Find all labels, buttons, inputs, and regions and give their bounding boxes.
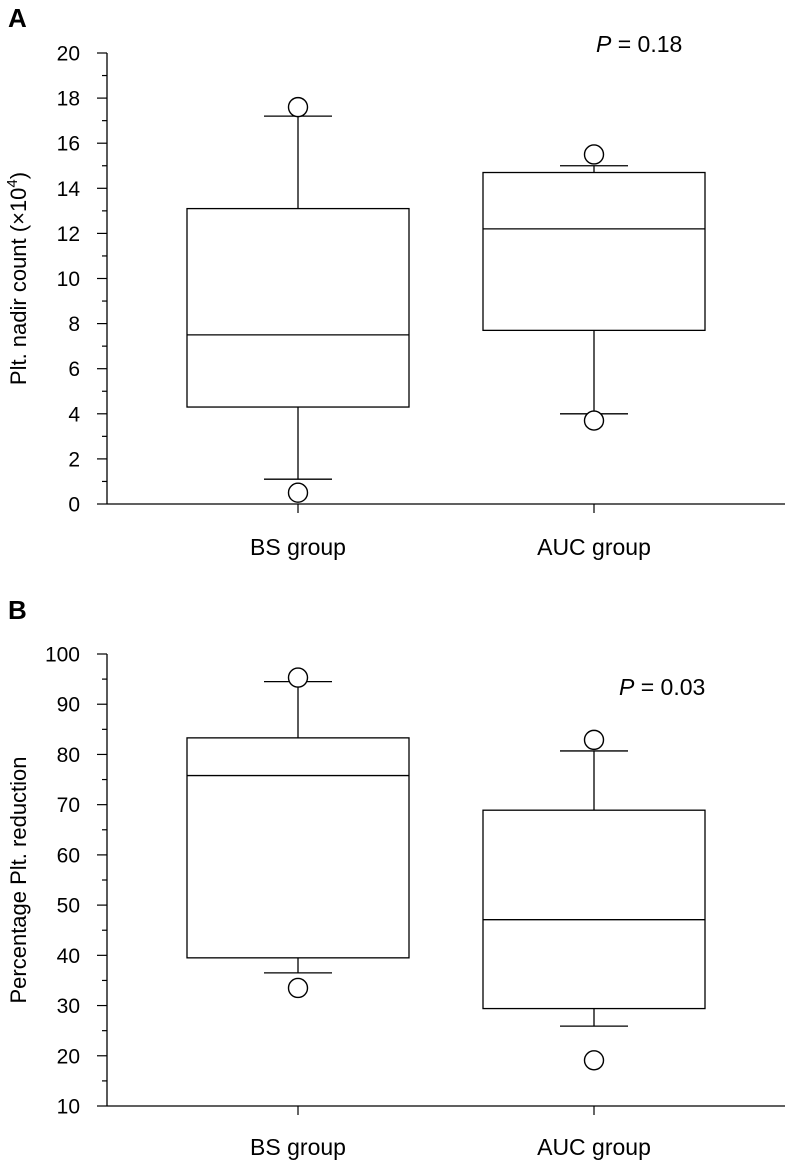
iqr-box xyxy=(482,171,706,332)
panel-b-y-tick-label: 80 xyxy=(57,744,80,767)
iqr-box xyxy=(482,809,706,1010)
outlier-point xyxy=(287,977,309,999)
panel-a-y-title-sup: 4 xyxy=(4,179,21,187)
panel-a-y-title-main: Plt. nadir count (×10 xyxy=(6,188,31,386)
panel-a-p-value: P = 0.18 xyxy=(596,31,682,57)
panel-a-y-tick-label: 0 xyxy=(68,494,80,517)
panel-b-y-tick-label: 30 xyxy=(57,995,80,1018)
outlier-point xyxy=(287,667,309,688)
panel-a-y-tick-label: 2 xyxy=(68,448,80,471)
panel-a-y-tick-label: 20 xyxy=(57,43,80,66)
panel-b-y-tick-label: 100 xyxy=(45,644,80,667)
panel-b-y-tick-label: 70 xyxy=(57,794,80,817)
panel-a-y-tick-label: 10 xyxy=(57,268,80,291)
panel-b-y-axis-title: Percentage Plt. reduction xyxy=(6,756,31,1003)
panel-a-box-auc-group xyxy=(482,144,706,431)
panel-a-letter: A xyxy=(8,3,27,33)
panel-b-category-label: AUC group xyxy=(537,1134,651,1160)
outlier-point xyxy=(287,482,309,503)
panel-a-p-number: = 0.18 xyxy=(611,31,682,57)
iqr-box xyxy=(186,737,410,959)
panel-b-p-number: = 0.03 xyxy=(634,674,705,700)
panel-b-y-tick-label: 40 xyxy=(57,945,80,968)
panel-b-y-tick-label: 60 xyxy=(57,844,80,867)
panel-b-box-auc-group xyxy=(482,729,706,1071)
panel-a-category-label: BS group xyxy=(250,534,346,560)
panel-a-category-label: AUC group xyxy=(537,534,651,560)
outlier-point xyxy=(583,729,605,751)
panel-a-y-tick-label: 8 xyxy=(68,313,80,336)
panel-a-y-tick-label: 18 xyxy=(57,88,80,111)
panel-a-box-bs-group xyxy=(186,96,410,503)
panel-a-y-tick-label: 16 xyxy=(57,133,80,156)
outlier-point xyxy=(583,144,605,165)
panel-a-y-tick-label: 6 xyxy=(68,358,80,381)
outlier-point xyxy=(583,410,605,431)
panel-b-y-title-main: Percentage Plt. reduction xyxy=(6,756,31,1003)
outlier-point xyxy=(287,96,309,118)
panel-b-y-tick-label: 90 xyxy=(57,694,80,717)
panel-b-y-tick-label: 20 xyxy=(57,1045,80,1068)
panel-a-p-symbol: P xyxy=(596,31,612,57)
iqr-box xyxy=(186,207,410,408)
panel-a-y-tick-label: 14 xyxy=(57,178,81,201)
panel-b-p-value: P = 0.03 xyxy=(619,674,705,700)
outlier-point xyxy=(583,1050,605,1071)
panel-b-y-tick-label: 10 xyxy=(57,1096,80,1119)
panel-b-box-bs-group xyxy=(186,667,410,999)
panel-a-y-tick-label: 12 xyxy=(57,223,80,246)
panel-a: A 0 2 4 6 8 10 12 14 16 18 20 BS group AUC group Plt. … xyxy=(4,3,785,560)
panel-b: B 10 20 30 40 50 60 70 80 90 100 BS group AUC group P… xyxy=(6,595,785,1160)
panel-b-category-label: BS group xyxy=(250,1134,346,1160)
panel-b-letter: B xyxy=(8,595,27,625)
panel-a-y-axis-title: Plt. nadir count (×104) xyxy=(4,172,31,385)
panel-b-p-symbol: P xyxy=(619,674,635,700)
panel-b-y-tick-label: 50 xyxy=(57,895,80,918)
panel-a-y-title-close: ) xyxy=(6,172,31,179)
panel-a-y-tick-label: 4 xyxy=(68,403,80,426)
